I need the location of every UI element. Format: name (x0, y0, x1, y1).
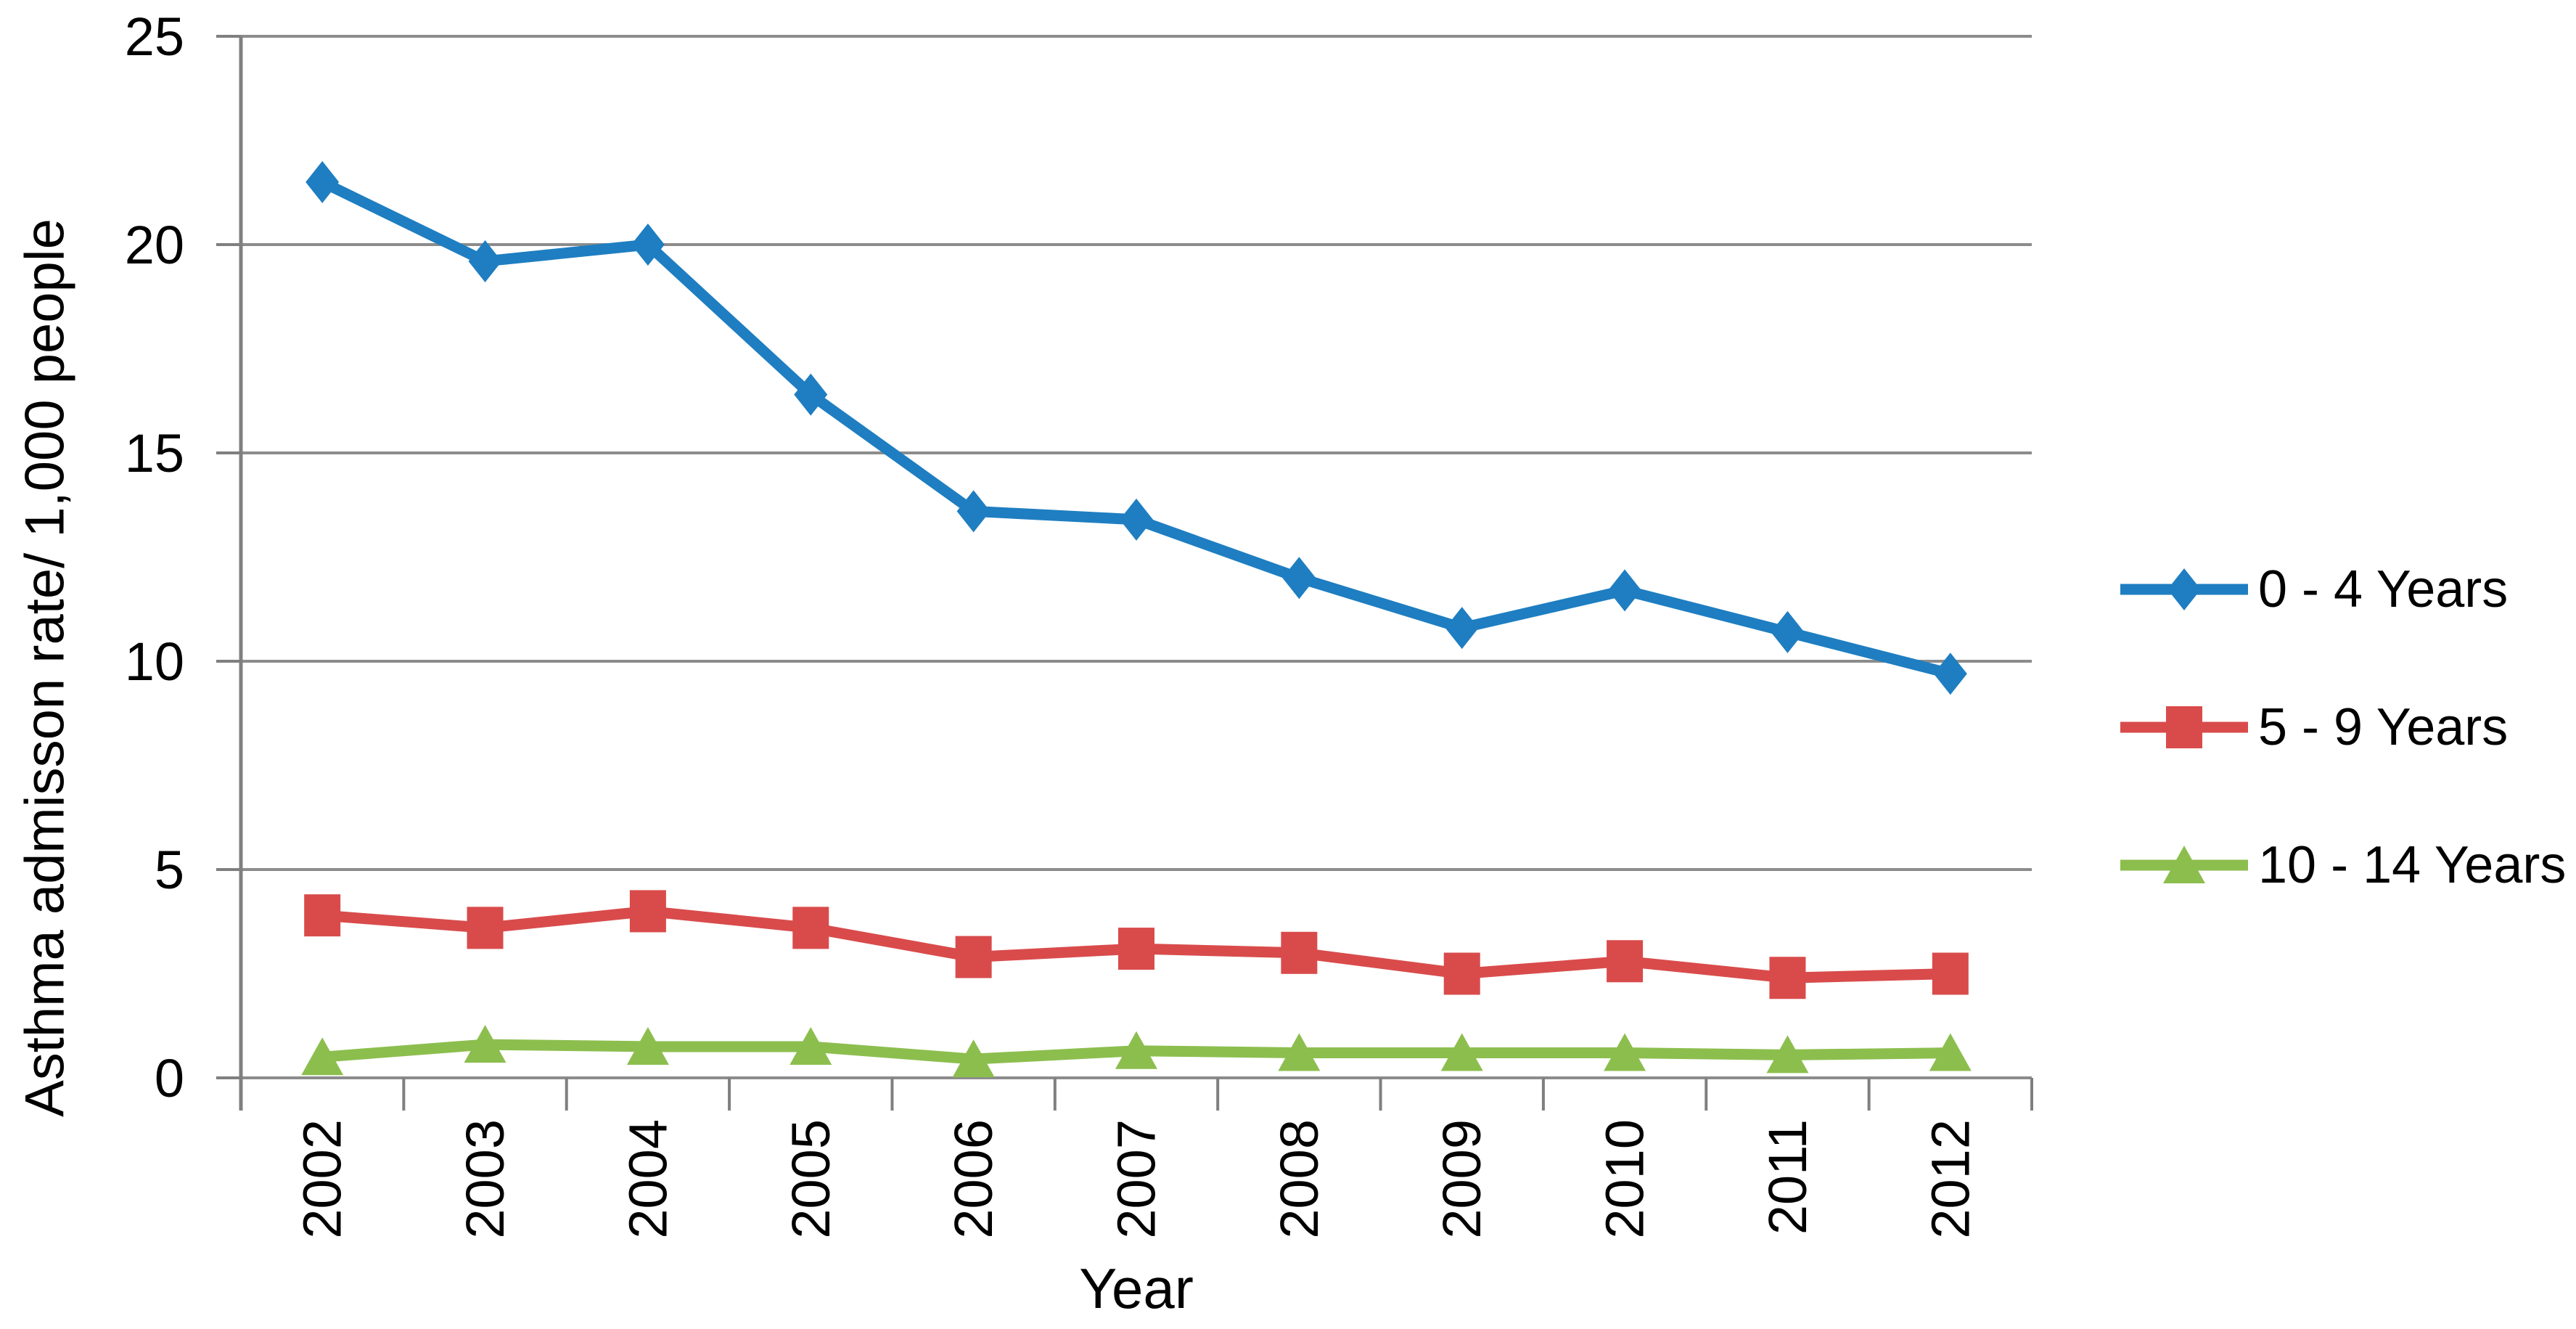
data-point-10-14-years (1278, 1033, 1321, 1071)
data-point-0-4-years (1608, 569, 1642, 612)
x-tick-label: 2008 (1269, 1119, 1329, 1239)
x-tick-label: 2002 (292, 1119, 353, 1239)
data-point-0-4-years (631, 224, 665, 266)
data-point-0-4-years (1445, 607, 1479, 650)
y-tick-label: 25 (125, 7, 184, 67)
data-point-5-9-years (1769, 957, 1806, 999)
y-tick-label: 0 (155, 1048, 184, 1108)
series-line-0-4-years (316, 176, 1956, 679)
series-10-14-years (301, 1025, 1972, 1078)
data-point-0-4-years (305, 160, 340, 203)
legend-label-0-4-years: 0 - 4 Years (2258, 560, 2508, 618)
data-point-0-4-years (956, 490, 990, 533)
data-point-5-9-years (792, 907, 829, 949)
x-axis-tick-labels: 2002 2003 2004 2005 2006 2007 2008 2009 2010 2011… (292, 1119, 1981, 1239)
x-tick-label: 2006 (943, 1119, 1004, 1239)
data-point-10-14-years (1929, 1033, 1972, 1071)
legend-item-5-9-years: 5 - 9 Years (2120, 698, 2508, 756)
legend-square-icon (2166, 706, 2202, 748)
data-point-10-14-years (1115, 1031, 1157, 1069)
x-tick-label: 2012 (1920, 1119, 1980, 1239)
y-axis-title: Asthma admisson rate/ 1,000 people (15, 218, 76, 1117)
data-point-0-4-years (1933, 653, 1967, 695)
data-point-5-9-years (1118, 928, 1154, 970)
data-point-10-14-years (1604, 1033, 1646, 1071)
data-point-10-14-years (789, 1026, 832, 1065)
data-point-10-14-years (464, 1025, 506, 1063)
y-tick-label: 15 (125, 423, 184, 483)
axes (216, 35, 2033, 1111)
data-point-5-9-years (1607, 940, 1644, 983)
y-tick-label: 20 (125, 215, 184, 275)
data-point-0-4-years (468, 240, 502, 282)
data-point-5-9-years (1281, 931, 1318, 974)
legend-triangle-icon (2163, 846, 2205, 883)
data-point-10-14-years (626, 1026, 669, 1065)
y-tick-label: 5 (155, 840, 184, 900)
data-point-5-9-years (467, 907, 504, 949)
data-point-5-9-years (1932, 952, 1969, 995)
data-point-10-14-years (301, 1037, 344, 1076)
data-point-10-14-years (952, 1039, 995, 1078)
data-point-10-14-years (1440, 1033, 1483, 1071)
x-tick-label: 2004 (618, 1119, 678, 1239)
legend-item-10-14-years: 10 - 14 Years (2120, 836, 2566, 894)
data-point-0-4-years (1282, 557, 1316, 600)
series-0-4-years (305, 160, 1967, 695)
data-point-0-4-years (1771, 610, 1805, 653)
x-tick-label: 2007 (1107, 1119, 1167, 1239)
legend-item-0-4-years: 0 - 4 Years (2120, 560, 2508, 618)
legend-label-10-14-years: 10 - 14 Years (2258, 836, 2566, 894)
x-tick-label: 2011 (1757, 1119, 1818, 1235)
y-axis-tick-labels: 0 5 10 15 20 25 (125, 7, 184, 1108)
x-tick-label: 2010 (1595, 1119, 1655, 1239)
data-point-0-4-years (1120, 498, 1153, 541)
legend: 0 - 4 Years 5 - 9 Years 10 - 14 Years (2120, 560, 2566, 894)
x-axis-title: Year (1079, 1256, 1194, 1320)
data-point-5-9-years (304, 894, 341, 937)
data-point-5-9-years (1443, 952, 1480, 995)
x-tick-label: 2009 (1432, 1119, 1492, 1239)
data-point-0-4-years (794, 373, 828, 416)
data-point-5-9-years (629, 890, 666, 933)
series-5-9-years (304, 890, 1969, 999)
data-point-10-14-years (1766, 1035, 1809, 1074)
data-point-5-9-years (955, 936, 992, 978)
data-series (301, 160, 1972, 1078)
legend-diamond-icon (2167, 568, 2201, 610)
gridlines (241, 35, 2032, 1079)
legend-label-5-9-years: 5 - 9 Years (2258, 698, 2508, 756)
x-tick-label: 2005 (781, 1119, 841, 1239)
y-tick-label: 10 (125, 631, 184, 692)
x-tick-label: 2003 (455, 1119, 515, 1239)
